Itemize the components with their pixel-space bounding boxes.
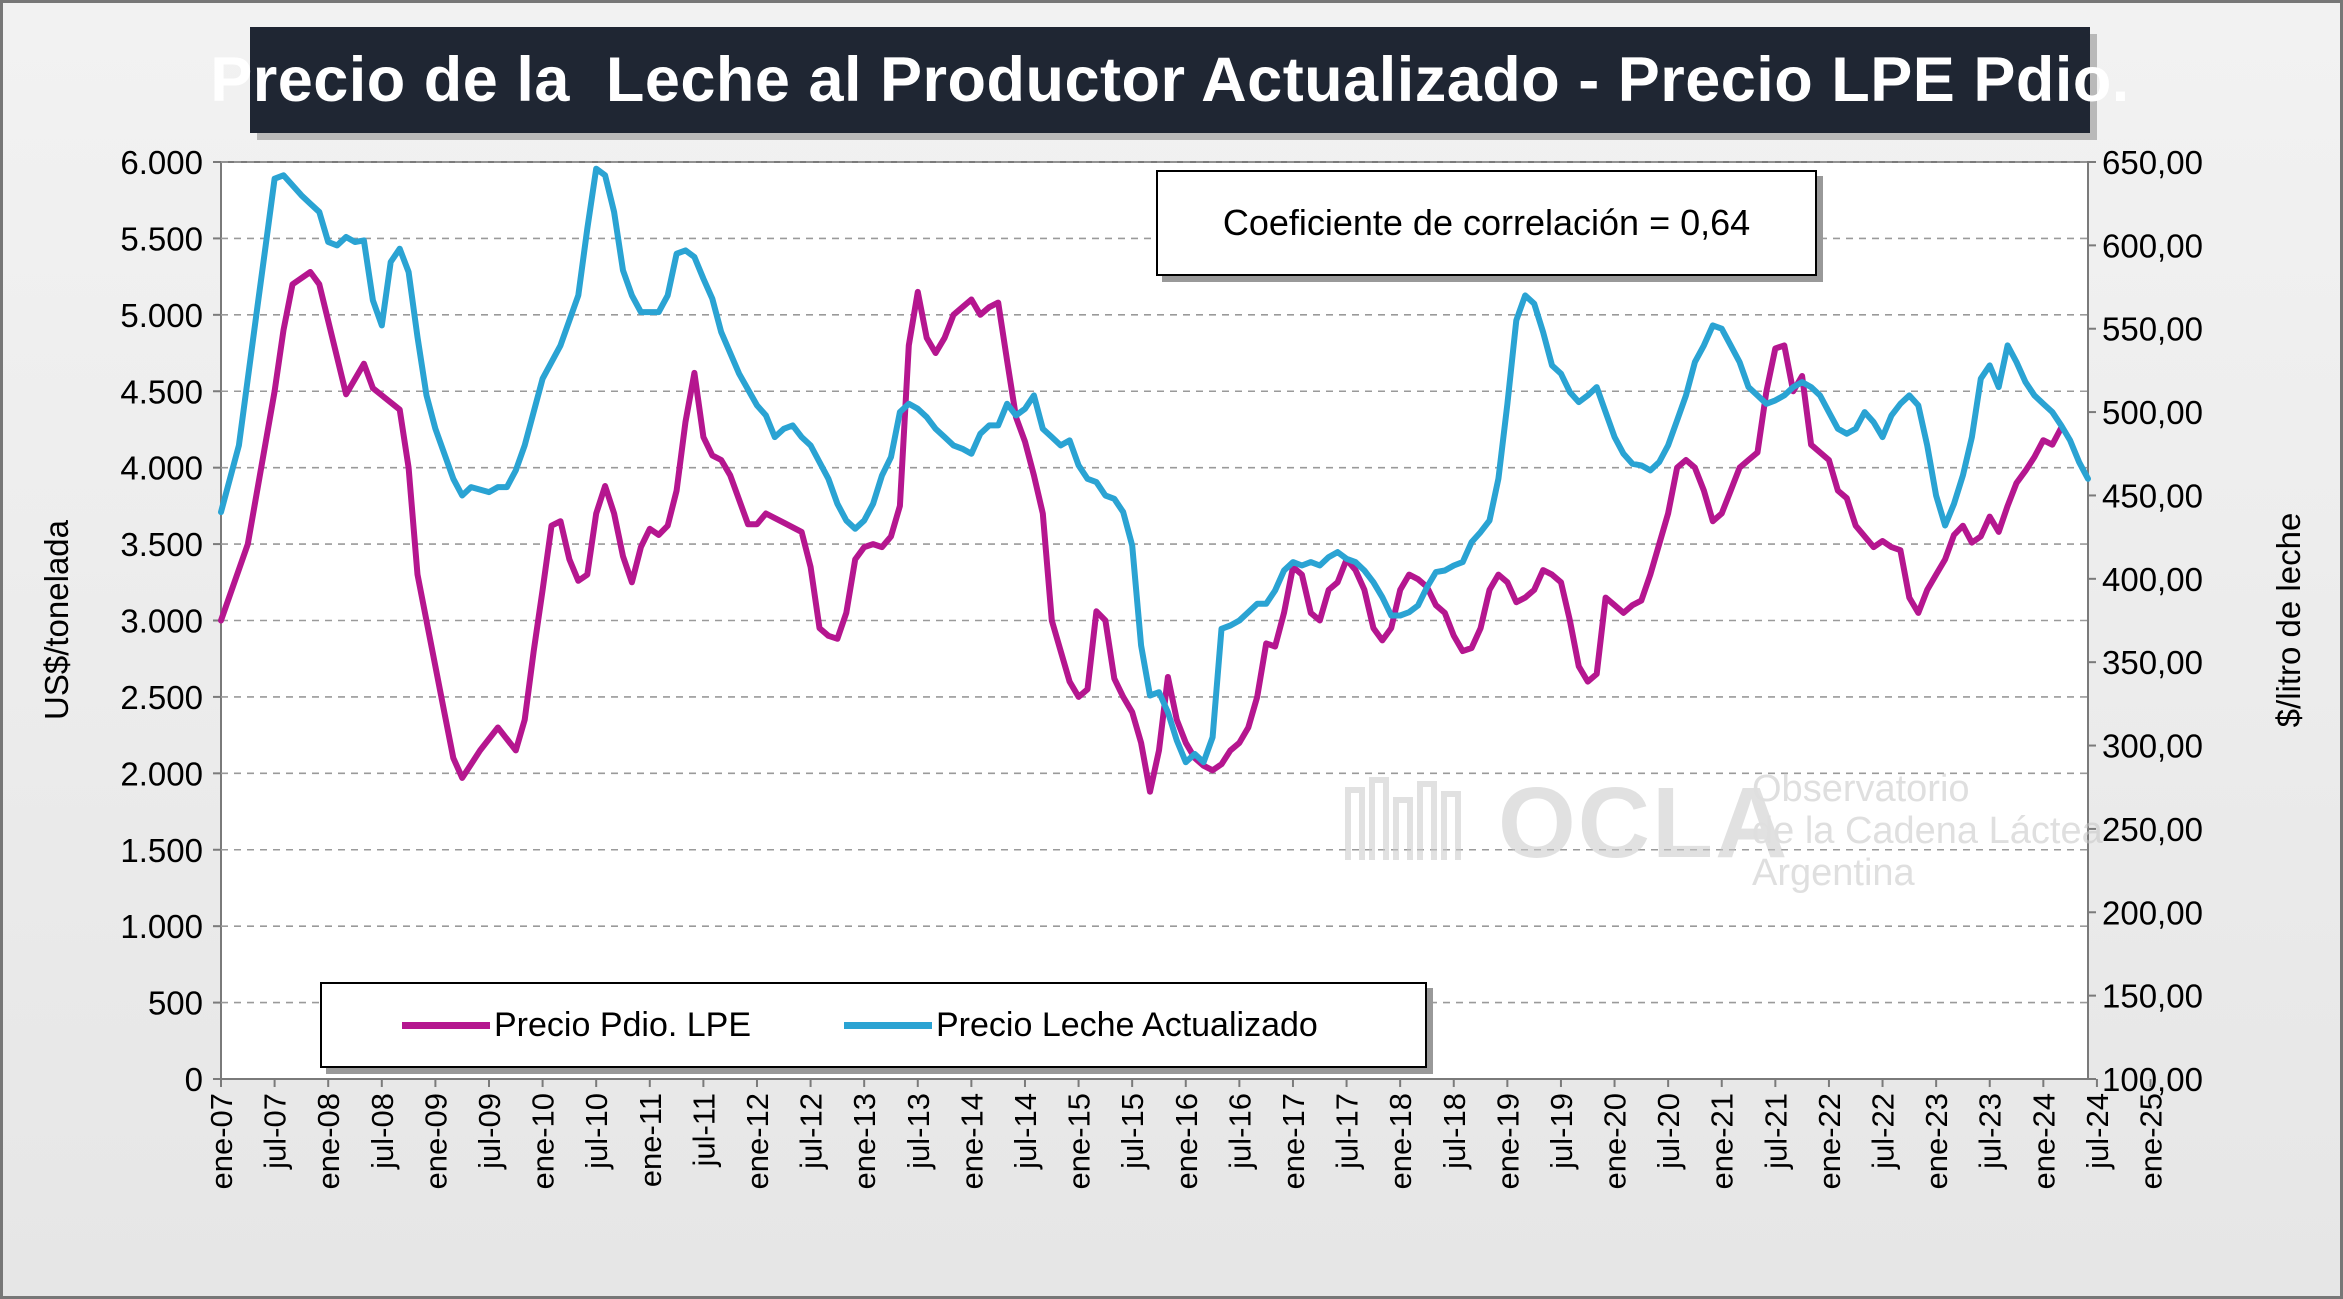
x-tick-label: ene-22 [1812, 1093, 1847, 1190]
series-layer [218, 165, 2091, 795]
x-tick-label: ene-17 [1276, 1093, 1311, 1190]
series-line-leche [218, 165, 2091, 766]
right-tick-label: 150,00 [2102, 978, 2203, 1015]
plot-area [220, 161, 2089, 1080]
x-tick-label: jul-11 [686, 1093, 721, 1168]
legend-item-lpe: Precio Pdio. LPE [402, 984, 751, 1066]
x-tick-label: jul-17 [1330, 1093, 1365, 1170]
watermark-line-2: de la Cadena Láctea [1752, 810, 2103, 852]
legend: Precio Pdio. LPE Precio Leche Actualizad… [320, 982, 1427, 1068]
watermark-abbrev: OCLA [1498, 767, 1790, 879]
x-tick-label: jul-16 [1222, 1093, 1257, 1170]
right-tick-label: 350,00 [2102, 644, 2203, 681]
correlation-annotation: Coeficiente de correlación = 0,64 [1156, 170, 1817, 276]
left-tick-label: 4.500 [120, 373, 203, 410]
right-axis-label: $/litro de leche [2270, 513, 2307, 728]
x-tick-label: ene-15 [1062, 1093, 1097, 1190]
x-axis-ticks: ene-07 jul-07 ene-08 jul-08 ene-09 jul-09 ene-… [204, 1079, 2169, 1190]
right-tick-label: 500,00 [2102, 394, 2203, 431]
legend-label-lpe: Precio Pdio. LPE [494, 1005, 752, 1044]
right-tick-label: 550,00 [2102, 311, 2203, 348]
x-tick-label: jul-07 [258, 1093, 293, 1170]
right-tick-label: 600,00 [2102, 227, 2203, 264]
x-tick-label: ene-25 [2134, 1093, 2169, 1190]
x-tick-label: jul-22 [1866, 1093, 1901, 1170]
x-tick-label: jul-14 [1008, 1093, 1043, 1170]
left-tick-label: 2.000 [120, 755, 203, 792]
x-tick-label: ene-18 [1383, 1093, 1418, 1190]
right-tick-label: 100,00 [2102, 1061, 2203, 1098]
series-line-lpe [218, 269, 2065, 795]
legend-swatch-leche [844, 1021, 932, 1029]
right-tick-label: 300,00 [2102, 728, 2203, 765]
x-tick-label: ene-07 [204, 1093, 239, 1190]
x-tick-label: ene-09 [418, 1093, 453, 1190]
x-tick-label: jul-24 [2080, 1093, 2115, 1170]
x-tick-label: ene-19 [1490, 1093, 1525, 1190]
left-tick-label: 5.000 [120, 297, 203, 334]
x-tick-label: ene-12 [740, 1093, 775, 1190]
right-tick-label: 450,00 [2102, 477, 2203, 514]
ocla-watermark: OCLA Observatorio de la Cadena Láctea Ar… [1340, 762, 2103, 902]
x-tick-label: ene-10 [526, 1093, 561, 1190]
chart-title: Precio de la Leche al Productor Actualiz… [210, 45, 2130, 115]
x-tick-label: jul-23 [1973, 1093, 2008, 1170]
left-tick-label: 1.500 [120, 832, 203, 869]
left-tick-label: 2.500 [120, 679, 203, 716]
x-tick-label: ene-08 [311, 1093, 346, 1190]
x-tick-label: jul-10 [579, 1093, 614, 1170]
ocla-logo-icon [1345, 777, 1461, 860]
x-tick-label: jul-19 [1544, 1093, 1579, 1170]
legend-item-leche: Precio Leche Actualizado [844, 984, 1318, 1066]
right-tick-label: 250,00 [2102, 811, 2203, 848]
watermark-line-3: Argentina [1752, 852, 1915, 894]
title-bar: Precio de la Leche al Productor Actualiz… [210, 27, 2129, 133]
x-tick-label: jul-12 [794, 1093, 829, 1170]
x-tick-label: jul-08 [365, 1093, 400, 1170]
legend-swatch-lpe [402, 1021, 490, 1029]
x-tick-label: jul-15 [1115, 1093, 1150, 1170]
left-tick-label: 3.000 [120, 603, 203, 640]
left-tick-label: 5.500 [120, 220, 203, 257]
right-tick-label: 400,00 [2102, 561, 2203, 598]
x-tick-label: ene-21 [1705, 1093, 1740, 1190]
x-tick-label: jul-09 [472, 1093, 507, 1170]
right-tick-label: 650,00 [2102, 144, 2203, 181]
right-axis-ticks: 100,00 150,00 200,00 250,00 300,00 350,00 400,… [2088, 144, 2203, 1098]
x-tick-label: ene-14 [954, 1093, 989, 1190]
x-tick-label: ene-20 [1598, 1093, 1633, 1190]
left-tick-label: 4.000 [120, 450, 203, 487]
x-tick-label: ene-24 [2026, 1093, 2061, 1190]
x-tick-label: ene-13 [847, 1093, 882, 1190]
x-tick-label: jul-13 [901, 1093, 936, 1170]
x-tick-label: jul-21 [1758, 1093, 1793, 1170]
left-tick-label: 1.000 [120, 908, 203, 945]
watermark-line-1: Observatorio [1752, 768, 1970, 810]
legend-label-leche: Precio Leche Actualizado [936, 1005, 1318, 1044]
x-tick-label: ene-16 [1169, 1093, 1204, 1190]
left-tick-label: 3.500 [120, 526, 203, 563]
left-tick-label: 0 [185, 1061, 203, 1098]
x-tick-label: jul-20 [1651, 1093, 1686, 1170]
x-tick-label: jul-18 [1437, 1093, 1472, 1170]
right-tick-label: 200,00 [2102, 894, 2203, 931]
left-tick-label: 6.000 [120, 144, 203, 181]
left-tick-label: 500 [148, 985, 203, 1022]
x-tick-label: ene-23 [1919, 1093, 1954, 1190]
left-axis-label: US$/tonelada [38, 519, 75, 720]
left-axis-ticks: 0 500 1.000 1.500 2.000 2.500 3.000 3.500 4.000 4… [120, 144, 221, 1098]
x-tick-label: ene-11 [633, 1093, 668, 1187]
